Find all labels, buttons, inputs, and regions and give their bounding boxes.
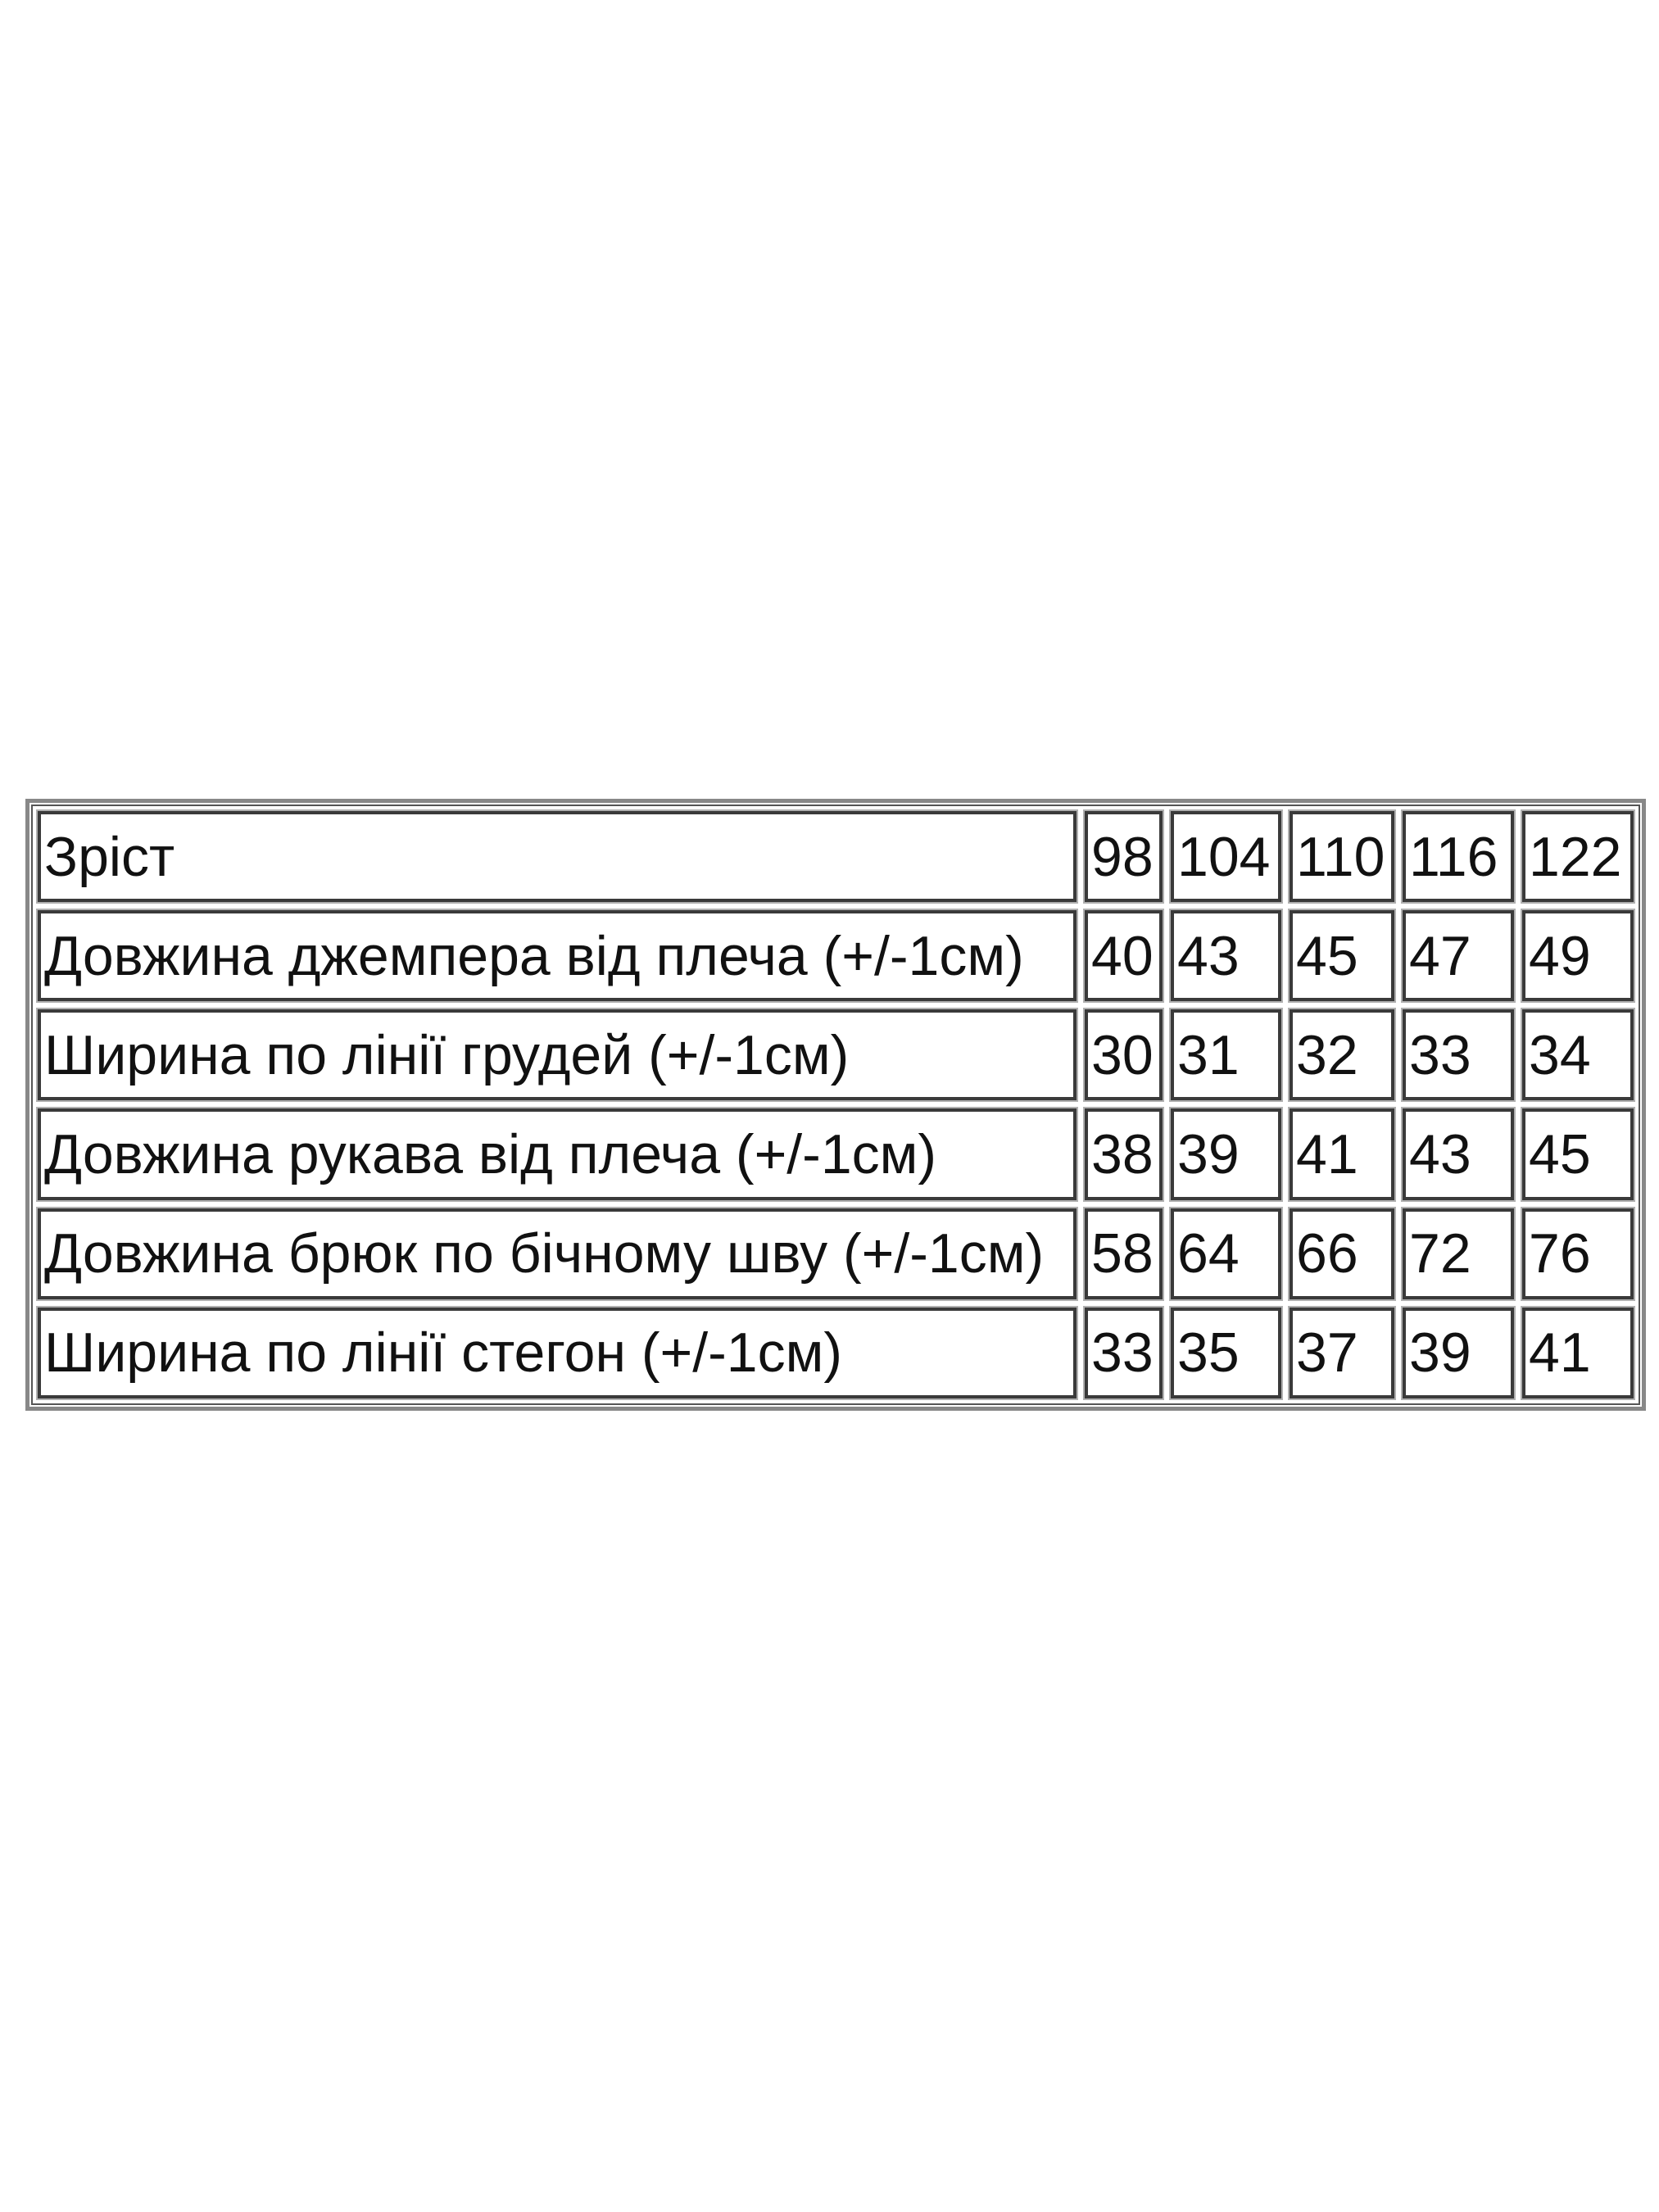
- cell-value: 66: [1290, 1208, 1394, 1299]
- cell-value: 39: [1171, 1108, 1281, 1200]
- cell-value: 35: [1171, 1307, 1281, 1398]
- cell-value: 45: [1290, 910, 1394, 1002]
- row-label: Зріст: [38, 811, 1077, 903]
- cell-value: 64: [1171, 1208, 1281, 1299]
- height-value: 104: [1171, 811, 1281, 903]
- cell-value: 40: [1085, 910, 1163, 1002]
- cell-value: 72: [1403, 1208, 1514, 1299]
- table-row: Довжина рукава від плеча (+/-1см) 38 39 …: [38, 1108, 1634, 1200]
- cell-value: 41: [1522, 1307, 1634, 1398]
- height-value: 110: [1290, 811, 1394, 903]
- table-row: Довжина джемпера від плеча (+/-1см) 40 4…: [38, 910, 1634, 1002]
- height-value: 98: [1085, 811, 1163, 903]
- cell-value: 33: [1085, 1307, 1163, 1398]
- cell-value: 38: [1085, 1108, 1163, 1200]
- cell-value: 43: [1171, 910, 1281, 1002]
- header-row: Зріст 98 104 110 116 122: [38, 811, 1634, 903]
- cell-value: 43: [1403, 1108, 1514, 1200]
- cell-value: 58: [1085, 1208, 1163, 1299]
- size-chart-table: Зріст 98 104 110 116 122 Довжина джемпер…: [25, 799, 1646, 1411]
- cell-value: 37: [1290, 1307, 1394, 1398]
- row-label: Довжина джемпера від плеча (+/-1см): [38, 910, 1077, 1002]
- row-label: Ширина по лінії стегон (+/-1см): [38, 1307, 1077, 1398]
- height-value: 122: [1522, 811, 1634, 903]
- cell-value: 76: [1522, 1208, 1634, 1299]
- row-label: Довжина брюк по бічному шву (+/-1см): [38, 1208, 1077, 1299]
- cell-value: 33: [1403, 1009, 1514, 1101]
- table-row: Ширина по лінії грудей (+/-1см) 30 31 32…: [38, 1009, 1634, 1101]
- table-row: Ширина по лінії стегон (+/-1см) 33 35 37…: [38, 1307, 1634, 1398]
- cell-value: 41: [1290, 1108, 1394, 1200]
- cell-value: 47: [1403, 910, 1514, 1002]
- table-row: Довжина брюк по бічному шву (+/-1см) 58 …: [38, 1208, 1634, 1299]
- cell-value: 49: [1522, 910, 1634, 1002]
- cell-value: 30: [1085, 1009, 1163, 1101]
- cell-value: 39: [1403, 1307, 1514, 1398]
- cell-value: 32: [1290, 1009, 1394, 1101]
- row-label: Ширина по лінії грудей (+/-1см): [38, 1009, 1077, 1101]
- height-value: 116: [1403, 811, 1514, 903]
- cell-value: 34: [1522, 1009, 1634, 1101]
- cell-value: 45: [1522, 1108, 1634, 1200]
- cell-value: 31: [1171, 1009, 1281, 1101]
- row-label: Довжина рукава від плеча (+/-1см): [38, 1108, 1077, 1200]
